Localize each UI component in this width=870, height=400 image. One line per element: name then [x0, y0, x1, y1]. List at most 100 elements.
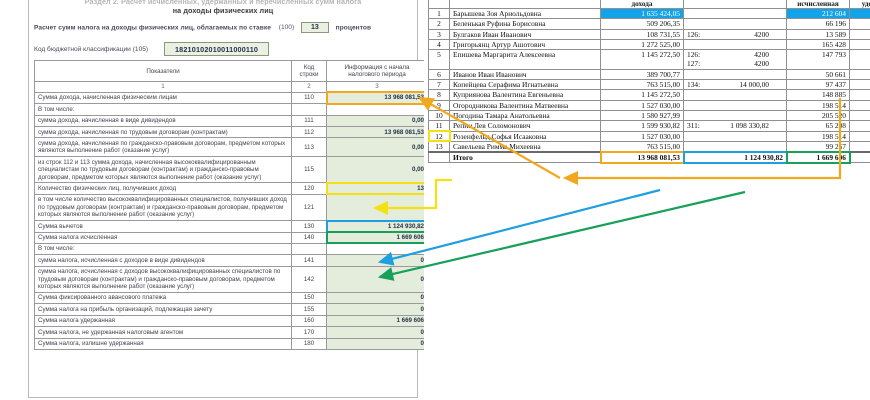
colnum-2: 2 [291, 81, 327, 93]
income-amount: 763 515,00 [600, 140, 684, 153]
form-row-code: 160 [291, 314, 327, 328]
form-table-row: сумма дохода, начисленная по гражданско-… [34, 137, 424, 158]
form-row-value[interactable]: 0 [326, 265, 424, 293]
form-row-value[interactable] [326, 103, 424, 116]
deduction-cell: 311: 1 098 330,82 [683, 120, 787, 132]
register-header-withheld-line2: удержанная [861, 0, 870, 8]
income-amount: 509 206,35 [600, 18, 684, 30]
tax-calculated: 198 514 [786, 99, 850, 111]
form-row-value[interactable]: 0 [326, 337, 424, 350]
table-row[interactable]: 7 Копейцева Серафима Игнатьевна 763 515,00… [428, 79, 870, 91]
employee-name: Беленькая Руфина Борисовна [449, 18, 601, 30]
row-number: 6 [428, 68, 450, 81]
tax-withheld: 147 793 [849, 49, 870, 70]
table-row[interactable]: 13 Савельева Римма Михеевна 763 515,00 99 2… [428, 140, 870, 153]
register-header-calculated: исчисленная [786, 0, 850, 9]
totals-deductions: 1 124 930,82 [683, 151, 787, 164]
deduction-cell: 126: 4200 [683, 28, 787, 40]
form-row-indicator: в том числе количество высококвалифициро… [34, 193, 292, 222]
table-row[interactable]: 5 Епишева Маргарита Алексеевна 1 145 272,5… [428, 49, 870, 70]
table-row[interactable]: 12 Розенфельд Софья Исааковна 1 527 030,00… [428, 130, 870, 142]
form-table-row: В том числе: [34, 103, 424, 116]
form-row-value[interactable]: 1 124 930,82 [326, 220, 424, 233]
form-row-indicator: Сумма дохода, начисленная физическим лиц… [34, 91, 292, 105]
header-value-line1: Информация с начала [344, 64, 410, 71]
form-row-indicator: сумма налога, исчисленная с доходов высо… [34, 265, 292, 293]
totals-income: 13 968 081,53 [600, 151, 684, 164]
table-row[interactable]: 8 Куприянова Валентина Евгеньевна 1 145 27… [428, 89, 870, 101]
income-amount: 763 515,00 [600, 79, 684, 91]
row-number: 11 [428, 120, 450, 132]
form-row-indicator: Сумма налога, излишне удержанная [34, 337, 292, 350]
form-row-value[interactable]: 0 [326, 254, 424, 267]
form-row-indicator: Сумма налога исчисленная [34, 231, 292, 244]
kbk-code: (105) [132, 45, 149, 53]
form-row-value[interactable]: 13 968 081,53 [326, 126, 424, 139]
tax-rate-suffix: процентов [335, 24, 372, 32]
deduction-code: 311: [687, 121, 700, 131]
employee-name: Барышева Зоя Арнольдовна [449, 7, 601, 20]
form-row-value[interactable]: 0 [326, 291, 424, 305]
tax-withheld: 198 514 [849, 99, 870, 111]
tax-withheld: 66 196 [849, 18, 870, 30]
income-amount: 1 635 424,05 [600, 7, 684, 20]
form-row-value[interactable]: 1 669 606 [326, 314, 424, 328]
form-row-value[interactable]: 0 [326, 303, 424, 316]
income-amount: 1 527 030,00 [600, 130, 684, 142]
tax-calculated: 50 661 [786, 68, 850, 81]
form-row-indicator: Сумма вычетов [34, 220, 292, 233]
form-row-value[interactable]: 0,00 [326, 137, 424, 158]
form-row-code: 170 [291, 326, 327, 339]
form-table-row: Сумма вычетов 130 1 124 930,82 [34, 220, 424, 233]
row-number: 7 [428, 79, 450, 91]
form-row-indicator: В том числе: [34, 103, 292, 116]
form-table-colnum-row: 1 2 3 [34, 81, 424, 93]
table-row[interactable]: 3 Булгаков Иван Иванович 108 731,55 126: 420… [428, 28, 870, 40]
tax-withheld: 13 589 [849, 28, 870, 40]
form-table-row: сумма налога, исчисленная с доходов высо… [34, 265, 424, 293]
table-row[interactable]: 9 Огородникова Валентина Матвеевна 1 527 0… [428, 99, 870, 111]
table-row[interactable]: 2 Беленькая Руфина Борисовна 509 206,35 66 … [428, 18, 870, 30]
row-number: 10 [428, 109, 450, 122]
table-row[interactable]: 1 Барышева Зоя Арнольдовна 1 635 424,05 212… [428, 7, 870, 20]
form-row-value[interactable]: - [326, 193, 424, 222]
form-row-code: 140 [291, 231, 327, 244]
form-row-value[interactable]: 0,00 [326, 156, 424, 184]
employee-name: Розенфельд Софья Исааковна [449, 130, 601, 142]
deduction-cell [683, 130, 787, 142]
form-table-row: Сумма налога, излишне удержанная 180 0 [34, 337, 424, 350]
tax-calculated: 212 604 [786, 7, 850, 20]
tax-withheld: 198 514 [849, 130, 870, 142]
form-table-row: В том числе: [34, 242, 424, 256]
row-number: 2 [428, 18, 450, 30]
form-row-value[interactable]: 1 669 606 [326, 231, 424, 244]
tax-withheld: 212 604 [849, 7, 870, 20]
form-row-indicator: Сумма налога удержанная [34, 314, 292, 328]
form-row-value[interactable]: 0 [326, 326, 424, 339]
table-row[interactable]: 4 Григорьянц Артур Ашотович 1 272 525,00 16… [428, 38, 870, 51]
form-row-value[interactable]: 13 968 081,53 [326, 91, 424, 105]
deduction-cell: 126: 4200 127: 4200 [683, 49, 787, 70]
form-table-row: Количество физических лиц, получивших до… [34, 182, 424, 195]
colnum-1: 1 [34, 81, 292, 93]
deduction-amount: 4200 [754, 50, 769, 60]
register-header-income-line2: дохода [631, 0, 653, 8]
table-row[interactable]: 11 Репин Лев Соломонович 1 599 930,82 311: 1… [428, 120, 870, 132]
form-row-indicator: сумма налога, исчисленная с доходов в ви… [34, 254, 292, 267]
tax-rate-value[interactable]: 13 [301, 22, 329, 33]
form-table-row: Сумма налога, не удержанная налоговым аг… [34, 326, 424, 339]
form-row-value[interactable]: 13 [326, 182, 424, 195]
income-amount: 1 580 927,99 [600, 109, 684, 122]
kbk-row: Код бюджетной классификации (105) 182101… [34, 42, 414, 56]
form-row-value[interactable]: 0,00 [326, 114, 424, 128]
tax-calculated: 99 257 [786, 140, 850, 153]
tax-withheld: 97 437 [849, 79, 870, 91]
form-row-indicator: Сумма налога, не удержанная налоговым аг… [34, 326, 292, 339]
employee-register-table: дохода исчисленная удержанная 1Барышева … [428, 0, 870, 164]
table-row[interactable]: 10 Погодина Тамара Анатольевна 1 580 927,9… [428, 109, 870, 122]
deduction-code: 127: [687, 59, 701, 69]
kbk-value[interactable]: 18210102010011000110 [163, 42, 270, 56]
totals-label: Итого [449, 151, 601, 164]
form-row-value[interactable] [326, 242, 424, 256]
